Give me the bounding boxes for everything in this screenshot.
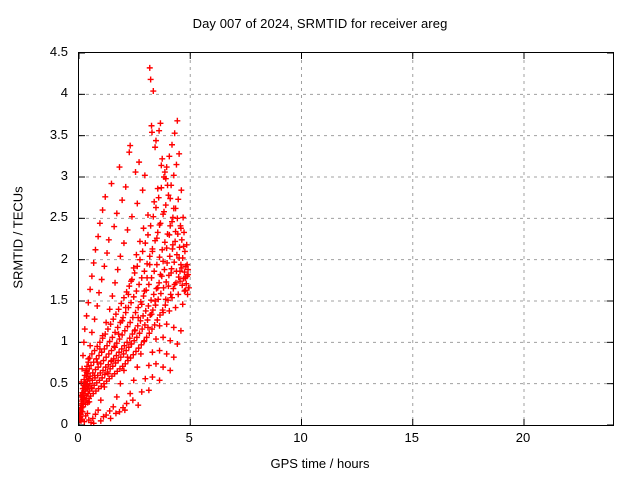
x-axis-tick-label: 20: [515, 430, 531, 445]
y-axis-title: SRMTID / TECUs: [10, 186, 26, 289]
x-axis-tick-label: 0: [74, 430, 82, 445]
y-axis-tick-label: 4.5: [49, 44, 68, 59]
y-axis-tick-label: 0.5: [49, 374, 68, 390]
y-axis-tick-label: 4: [60, 85, 68, 101]
scatter-marker-plus: [79, 64, 192, 425]
plot-area: [78, 52, 614, 426]
x-axis-tick-label: 15: [404, 430, 419, 445]
y-axis-tick-label: 3.5: [49, 126, 68, 142]
y-axis-tick-label: 2.5: [49, 209, 68, 225]
y-axis-tick-label: 0: [60, 416, 68, 431]
grid-layer: [79, 53, 613, 425]
x-axis-tick-label: 10: [293, 430, 308, 445]
y-axis-tick-label: 1: [60, 333, 68, 349]
x-axis-tick-label: 5: [185, 430, 193, 445]
y-axis-tick-label: 3: [60, 168, 68, 183]
chart-title: Day 007 of 2024, SRMTID for receiver are…: [192, 16, 448, 31]
y-axis-tick-label: 1.5: [49, 292, 68, 307]
y-axis-tick-label: 2: [60, 250, 68, 266]
scatter-points-layer: [79, 64, 192, 425]
x-axis-title: GPS time / hours: [270, 456, 370, 471]
scatter-series: [79, 64, 192, 425]
